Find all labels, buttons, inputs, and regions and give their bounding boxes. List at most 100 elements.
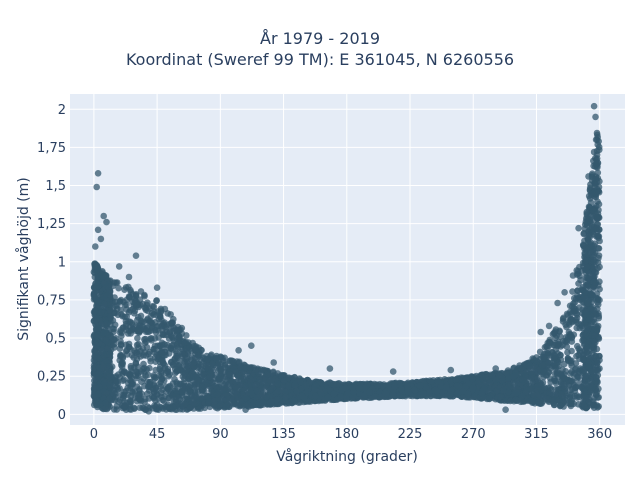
data-point (118, 332, 125, 340)
data-point (551, 328, 559, 335)
data-point (318, 379, 325, 387)
data-point (262, 376, 270, 384)
data-point (195, 352, 202, 359)
chart-title: År 1979 - 2019 Koordinat (Sweref 99 TM):… (0, 28, 640, 70)
data-point (469, 384, 477, 392)
data-point (127, 362, 135, 370)
data-point (139, 404, 146, 412)
data-point (349, 384, 356, 391)
data-point (567, 359, 575, 367)
data-point (453, 375, 461, 383)
data-point (127, 345, 134, 353)
data-point (134, 334, 141, 342)
data-point (129, 389, 136, 396)
data-point (575, 280, 582, 287)
data-point (117, 296, 125, 304)
data-point (158, 367, 165, 375)
data-point (136, 396, 143, 403)
data-point (591, 183, 599, 191)
data-point (438, 387, 446, 395)
data-point (263, 394, 270, 401)
data-point (564, 334, 572, 341)
data-point (509, 373, 517, 380)
data-point (326, 379, 334, 386)
data-point (581, 391, 588, 399)
data-point (411, 386, 418, 394)
data-point (165, 372, 172, 380)
data-point (146, 364, 153, 372)
data-point (96, 384, 103, 391)
data-point (90, 385, 98, 393)
data-point (595, 314, 602, 322)
data-point (574, 287, 582, 295)
data-point (142, 304, 149, 312)
data-point (132, 360, 140, 367)
chart-title-line-2: Koordinat (Sweref 99 TM): E 361045, N 62… (125, 50, 515, 69)
data-point (536, 348, 544, 356)
data-point (586, 232, 593, 239)
data-point (131, 296, 138, 304)
data-point (209, 360, 216, 368)
data-point (213, 391, 221, 398)
data-point (584, 299, 591, 307)
data-point (495, 372, 503, 379)
data-point (324, 394, 332, 401)
data-point (111, 374, 119, 382)
data-point (591, 269, 599, 276)
data-point (182, 366, 190, 373)
data-point (242, 382, 249, 390)
data-point (179, 350, 186, 358)
data-point (505, 388, 512, 396)
data-point (471, 393, 479, 401)
data-point (232, 378, 239, 386)
data-point (175, 338, 182, 345)
data-point (422, 383, 430, 391)
data-point (267, 386, 274, 394)
data-point (537, 355, 544, 363)
data-point (192, 346, 199, 353)
data-point (303, 383, 310, 390)
data-point (469, 375, 476, 383)
data-point (164, 344, 172, 351)
data-point (125, 327, 133, 335)
data-point (170, 404, 177, 411)
data-point (565, 328, 573, 336)
data-point (113, 403, 120, 410)
data-point (186, 404, 194, 412)
data-point (230, 365, 238, 373)
data-point (528, 374, 535, 382)
data-point (513, 389, 521, 397)
data-point (486, 395, 493, 402)
data-point (176, 380, 183, 388)
data-point (504, 383, 512, 391)
data-point (526, 362, 534, 370)
data-point (500, 387, 507, 394)
data-point (247, 389, 255, 397)
data-point (551, 341, 559, 349)
data-point (503, 369, 510, 377)
data-point (583, 284, 591, 291)
data-point (146, 318, 154, 325)
data-point (259, 399, 267, 406)
data-point (164, 310, 171, 317)
data-point (183, 345, 190, 352)
data-point (552, 391, 560, 398)
data-point (518, 392, 526, 400)
data-point (437, 383, 445, 390)
data-point (557, 351, 564, 359)
data-point (147, 355, 154, 362)
data-point (131, 307, 139, 315)
data-point (383, 390, 390, 397)
data-point (528, 385, 535, 393)
data-point (575, 345, 582, 353)
data-point (568, 319, 576, 326)
data-point (282, 393, 289, 401)
data-point (593, 326, 601, 333)
data-point (141, 398, 148, 406)
data-point (545, 368, 553, 376)
data-point (341, 385, 349, 392)
data-point (512, 396, 520, 403)
data-point (119, 394, 127, 402)
data-point (204, 356, 211, 363)
data-point (169, 392, 176, 400)
